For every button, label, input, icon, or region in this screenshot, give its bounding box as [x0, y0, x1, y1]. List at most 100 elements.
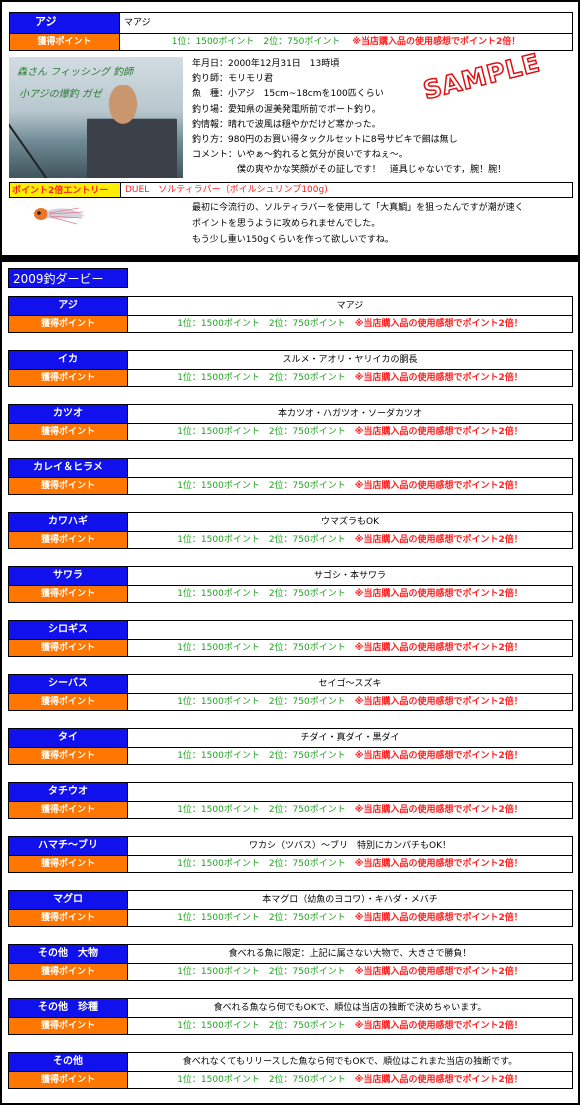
- points-value: 1位：1500ポイント 2位：750ポイント ※当店購入品の使用感想でポイント2…: [128, 802, 573, 819]
- points-label: 獲得ポイント: [8, 910, 128, 927]
- fish-category: その他 大物: [8, 944, 128, 964]
- fish-category: アジ: [8, 296, 128, 316]
- target-species: ウマズラもOK: [128, 512, 573, 532]
- derby-row: タチウオ 獲得ポイント 1位：1500ポイント 2位：750ポイント ※当店購入品の…: [8, 782, 573, 819]
- points-text: 1位：1500ポイント 2位：750ポイント: [177, 1075, 346, 1085]
- points-value: 1位：1500ポイント 2位：750ポイント ※当店購入品の使用感想でポイント2…: [128, 424, 573, 441]
- points-bonus: ※当店購入品の使用感想でポイント2倍！: [354, 427, 523, 437]
- points-text: 1位：1500ポイント 2位：750ポイント: [177, 643, 346, 653]
- points-text: 1位：1500ポイント 2位：750ポイント: [177, 589, 346, 599]
- sample-points-bonus: ※当店購入品の使用感想でポイント2倍！: [352, 37, 521, 47]
- points-label: 獲得ポイント: [8, 856, 128, 873]
- derby-section: 2009釣ダービー アジ マアジ 獲得ポイント 1位：1500ポイント 2位：750ポ…: [2, 262, 578, 1103]
- fish-category: サワラ: [8, 566, 128, 586]
- points-label: 獲得ポイント: [8, 478, 128, 495]
- target-species: ワカシ（ツバス）～ブリ 特別にカンパチもOK！: [128, 836, 573, 856]
- points-value: 1位：1500ポイント 2位：750ポイント ※当店購入品の使用感想でポイント2…: [128, 748, 573, 765]
- points-bonus: ※当店購入品の使用感想でポイント2倍！: [354, 589, 523, 599]
- double-points-entry-label: ポイント2倍エントリー: [9, 182, 121, 198]
- fish-category: シーバス: [8, 674, 128, 694]
- sample-entry-panel: アジ マアジ 獲得ポイント 1位：1500ポイント 2位：750ポイント ※当店…: [2, 2, 578, 255]
- photo-caption-2: 小アジの爆釣 ガゼ: [19, 89, 102, 100]
- points-text: 1位：1500ポイント 2位：750ポイント: [177, 427, 346, 437]
- points-bonus: ※当店購入品の使用感想でポイント2倍！: [354, 481, 523, 491]
- target-species: 食べれる魚なら何でもOKで、順位は当店の独断で決めちゃいます。: [128, 998, 573, 1018]
- fish-category: カワハギ: [8, 512, 128, 532]
- points-text: 1位：1500ポイント 2位：750ポイント: [177, 913, 346, 923]
- info-conditions: 釣情報：晴れで波風は穏やかだけど寒かった。: [192, 119, 381, 130]
- points-bonus: ※当店購入品の使用感想でポイント2倍！: [354, 319, 523, 329]
- fish-category: シロギス: [8, 620, 128, 640]
- derby-row: マグロ 本マグロ（幼魚のヨコワ）・キハダ・メバチ 獲得ポイント 1位：1500ポイント…: [8, 890, 573, 927]
- points-label: 獲得ポイント: [8, 586, 128, 603]
- target-species: [128, 458, 573, 478]
- derby-row: その他 珍種 食べれる魚なら何でもOKで、順位は当店の独断で決めちゃいます。 獲得ポ…: [8, 998, 573, 1035]
- points-value: 1位：1500ポイント 2位：750ポイント ※当店購入品の使用感想でポイント2…: [128, 532, 573, 549]
- derby-row: シロギス 獲得ポイント 1位：1500ポイント 2位：750ポイント ※当店購入品の…: [8, 620, 573, 657]
- target-species: 本マグロ（幼魚のヨコワ）・キハダ・メバチ: [128, 890, 573, 910]
- fish-category: イカ: [8, 350, 128, 370]
- points-label: 獲得ポイント: [8, 424, 128, 441]
- review-line-3: もう少し重い150gくらいを作って欲しいですね。: [192, 235, 394, 245]
- points-text: 1位：1500ポイント 2位：750ポイント: [177, 967, 346, 977]
- points-value: 1位：1500ポイント 2位：750ポイント ※当店購入品の使用感想でポイント2…: [128, 1018, 573, 1035]
- sample-target-fish: マアジ: [120, 12, 573, 34]
- fish-category: その他: [8, 1052, 128, 1072]
- derby-row: ハマチ～ブリ ワカシ（ツバス）～ブリ 特別にカンパチもOK！ 獲得ポイント 1位：15…: [8, 836, 573, 873]
- target-species: [128, 620, 573, 640]
- sample-points-value: 1位：1500ポイント 2位：750ポイント ※当店購入品の使用感想でポイント2…: [120, 34, 573, 51]
- fish-category: タイ: [8, 728, 128, 748]
- points-label: 獲得ポイント: [8, 532, 128, 549]
- fish-category: その他 珍種: [8, 998, 128, 1018]
- catch-info: 年月日：2000年12月31日 13時頃 釣り師：モリモリ君 魚 種：小アジ 1…: [192, 57, 562, 179]
- sample-points-text: 1位：1500ポイント 2位：750ポイント: [171, 37, 341, 47]
- target-species: 本カツオ・ハガツオ・ソーダカツオ: [128, 404, 573, 424]
- points-text: 1位：1500ポイント 2位：750ポイント: [177, 535, 346, 545]
- points-value: 1位：1500ポイント 2位：750ポイント ※当店購入品の使用感想でポイント2…: [128, 370, 573, 387]
- lure-image: [34, 207, 85, 225]
- points-bonus: ※当店購入品の使用感想でポイント2倍！: [354, 1075, 523, 1085]
- points-bonus: ※当店購入品の使用感想でポイント2倍！: [354, 697, 523, 707]
- product-review: 最初に今流行の、ソルティラバーを使用して「大真鯛」を狙ったんですが潮が速く ポイ…: [192, 200, 572, 248]
- derby-row: イカ スルメ・アオリ・ヤリイカの胴長 獲得ポイント 1位：1500ポイント 2位：75…: [8, 350, 573, 387]
- info-species: 魚 種：小アジ 15cm~18cmを100匹くらい: [192, 89, 384, 100]
- points-label: 獲得ポイント: [8, 1072, 128, 1089]
- target-species: 食べれなくてもリリースした魚なら何でもOKで、順位はこれまた当店の独断です。: [128, 1052, 573, 1072]
- derby-row: アジ マアジ 獲得ポイント 1位：1500ポイント 2位：750ポイント ※当店購入品…: [8, 296, 573, 333]
- points-bonus: ※当店購入品の使用感想でポイント2倍！: [354, 913, 523, 923]
- info-method: 釣り方：980円のお買い得タックルセットに8号サビキで餌は無し: [192, 135, 458, 146]
- target-species: [128, 782, 573, 802]
- photo-caption-1: 森さん フィッシング 釣師: [17, 67, 134, 78]
- fish-category: カレイ＆ヒラメ: [8, 458, 128, 478]
- points-label: 獲得ポイント: [8, 640, 128, 657]
- points-value: 1位：1500ポイント 2位：750ポイント ※当店購入品の使用感想でポイント2…: [128, 478, 573, 495]
- review-line-2: ポイントを思うように攻められませんでした。: [192, 219, 381, 229]
- points-text: 1位：1500ポイント 2位：750ポイント: [177, 319, 346, 329]
- derby-row: タイ チダイ・真ダイ・黒ダイ 獲得ポイント 1位：1500ポイント 2位：750ポイン…: [8, 728, 573, 765]
- points-bonus: ※当店購入品の使用感想でポイント2倍！: [354, 535, 523, 545]
- points-label: 獲得ポイント: [8, 694, 128, 711]
- points-bonus: ※当店購入品の使用感想でポイント2倍！: [354, 859, 523, 869]
- points-bonus: ※当店購入品の使用感想でポイント2倍！: [354, 373, 523, 383]
- derby-title: 2009釣ダービー: [8, 268, 128, 288]
- points-text: 1位：1500ポイント 2位：750ポイント: [177, 481, 346, 491]
- points-text: 1位：1500ポイント 2位：750ポイント: [177, 373, 346, 383]
- target-species: サゴシ・本サワラ: [128, 566, 573, 586]
- review-line-1: 最初に今流行の、ソルティラバーを使用して「大真鯛」を狙ったんですが潮が速く: [192, 203, 524, 213]
- angler-figure: [87, 85, 177, 178]
- points-bonus: ※当店購入品の使用感想でポイント2倍！: [354, 751, 523, 761]
- points-value: 1位：1500ポイント 2位：750ポイント ※当店購入品の使用感想でポイント2…: [128, 964, 573, 981]
- fish-category: カツオ: [8, 404, 128, 424]
- points-value: 1位：1500ポイント 2位：750ポイント ※当店購入品の使用感想でポイント2…: [128, 910, 573, 927]
- target-species: チダイ・真ダイ・黒ダイ: [128, 728, 573, 748]
- entry-product: DUEL ソルティラバー（ボイルシュリンプ100g): [121, 182, 573, 198]
- points-text: 1位：1500ポイント 2位：750ポイント: [177, 859, 346, 869]
- points-text: 1位：1500ポイント 2位：750ポイント: [177, 697, 346, 707]
- info-comment: コメント：いやぁ～釣れると気分が良いですねぇ～。: [192, 150, 408, 161]
- points-bonus: ※当店購入品の使用感想でポイント2倍！: [354, 643, 523, 653]
- points-text: 1位：1500ポイント 2位：750ポイント: [177, 805, 346, 815]
- angler-photo: 森さん フィッシング 釣師 小アジの爆釣 ガゼ: [9, 57, 183, 178]
- fish-category: タチウオ: [8, 782, 128, 802]
- derby-row: サワラ サゴシ・本サワラ 獲得ポイント 1位：1500ポイント 2位：750ポイント …: [8, 566, 573, 603]
- points-label: 獲得ポイント: [8, 1018, 128, 1035]
